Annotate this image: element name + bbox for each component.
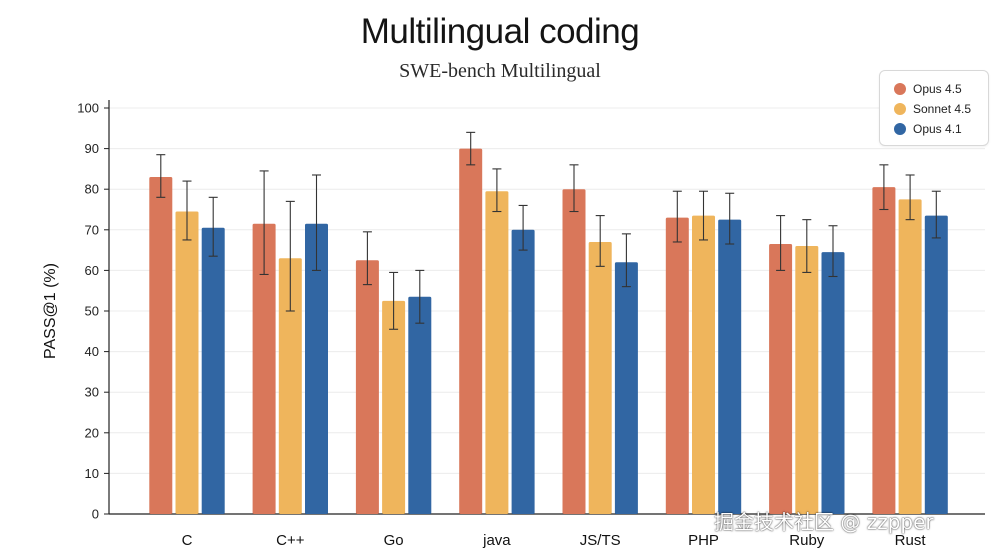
bar-opus-4-1 <box>718 219 742 514</box>
legend-item-sonnet-4-5: Sonnet 4.5 <box>894 99 971 119</box>
y-tick-label: 80 <box>85 182 99 197</box>
bar-opus-4-5 <box>769 244 793 514</box>
legend: Opus 4.5 Sonnet 4.5 Opus 4.1 <box>879 70 989 146</box>
bar-opus-4-1 <box>614 262 638 514</box>
chart-subtitle: SWE-bench Multilingual <box>399 60 601 82</box>
y-tick-label: 0 <box>92 507 99 522</box>
bar-opus-4-1 <box>821 252 845 514</box>
bar-opus-4-5 <box>665 217 689 514</box>
bar-opus-4-5 <box>149 177 173 514</box>
bar-opus-4-1 <box>511 229 535 515</box>
y-tick-label: 60 <box>85 263 99 278</box>
x-tick-label: PHP <box>688 532 719 549</box>
y-tick-label: 90 <box>85 141 99 156</box>
bar-opus-4-5 <box>562 189 586 514</box>
x-tick-label: C++ <box>276 532 305 549</box>
bar-sonnet-4-5 <box>485 191 509 515</box>
bar-opus-4-5 <box>252 223 276 514</box>
bar-opus-4-1 <box>201 227 225 514</box>
chart-title: Multilingual coding <box>360 12 640 51</box>
bar-opus-4-5 <box>872 187 896 515</box>
bar-sonnet-4-5 <box>175 211 199 514</box>
x-tick-label: Rust <box>895 532 927 549</box>
x-tick-label: C <box>182 532 193 549</box>
y-tick-label: 100 <box>77 101 99 116</box>
legend-swatch-opus-4-1 <box>894 123 906 135</box>
bar-opus-4-1 <box>305 223 328 514</box>
bar-sonnet-4-5 <box>382 300 406 514</box>
y-tick-label: 30 <box>85 385 99 400</box>
x-tick-label: Ruby <box>789 532 825 549</box>
y-tick-label: 50 <box>85 304 99 319</box>
bar-sonnet-4-5 <box>692 215 715 514</box>
legend-swatch-opus-4-5 <box>894 83 906 95</box>
bar-sonnet-4-5 <box>898 199 922 514</box>
y-tick-label: 40 <box>85 344 99 359</box>
legend-swatch-sonnet-4-5 <box>894 103 906 115</box>
bar-opus-4-1 <box>408 296 432 514</box>
x-tick-label: java <box>482 532 511 549</box>
legend-label: Opus 4.5 <box>913 82 962 96</box>
legend-item-opus-4-5: Opus 4.5 <box>894 79 962 99</box>
bar-sonnet-4-5 <box>795 246 819 515</box>
bar-sonnet-4-5 <box>278 258 302 514</box>
legend-label: Opus 4.1 <box>913 122 962 136</box>
y-tick-label: 10 <box>85 466 99 481</box>
legend-item-opus-4-1: Opus 4.1 <box>894 119 962 139</box>
watermark: 掘金技术社区 @ zzpper <box>714 510 934 534</box>
x-tick-label: Go <box>384 532 404 549</box>
bar-opus-4-1 <box>924 215 948 514</box>
bar-opus-4-5 <box>459 148 483 514</box>
y-axis-label: PASS@1 (%) <box>42 263 59 359</box>
x-tick-label: JS/TS <box>580 532 621 549</box>
bar-opus-4-5 <box>355 260 379 514</box>
y-tick-label: 20 <box>85 425 99 440</box>
y-tick-label: 70 <box>85 222 99 237</box>
legend-label: Sonnet 4.5 <box>913 102 972 116</box>
bar-sonnet-4-5 <box>588 241 612 515</box>
